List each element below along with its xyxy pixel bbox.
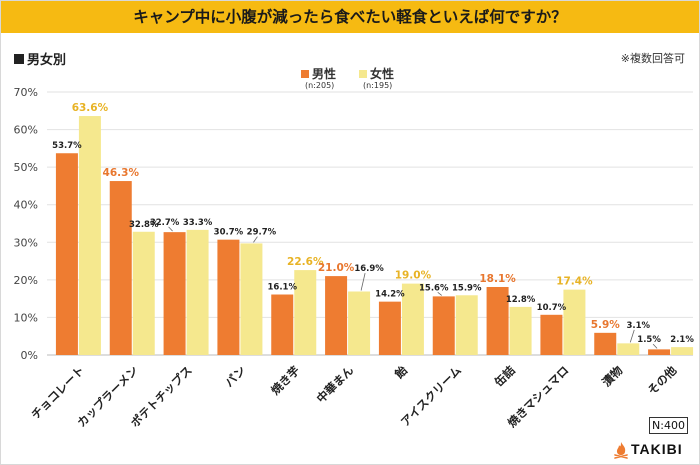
square-bullet-icon (14, 54, 24, 64)
brand-name: TAKIBI (631, 441, 683, 457)
leader-line (437, 291, 442, 296)
bar-female (132, 231, 155, 355)
y-tick-label: 60% (14, 124, 38, 137)
x-tick-label: 飴 (391, 363, 410, 382)
data-label-male: 53.7% (52, 141, 82, 151)
bar-male (486, 286, 509, 355)
bar-male (325, 276, 348, 355)
bar-female (78, 116, 101, 355)
bar-male (648, 349, 671, 355)
bar-female (671, 347, 694, 355)
bar-female (348, 291, 371, 355)
data-label-male: 16.1% (268, 283, 298, 293)
data-label-female: 2.1% (670, 335, 694, 345)
bar-male (109, 181, 132, 355)
data-label-male: 14.2% (375, 290, 405, 300)
data-label-male: 15.6% (419, 283, 449, 293)
x-tick-label: チョコレート (28, 363, 87, 422)
bar-male (378, 301, 401, 355)
legend-swatch-male (301, 70, 309, 78)
data-label-female: 12.8% (506, 295, 536, 305)
x-tick-label: 中華まん (314, 363, 357, 406)
bar-female (455, 295, 478, 355)
data-label-male: 21.0% (318, 262, 355, 274)
bar-male (163, 232, 186, 355)
multiple-answer-note: ※複数回答可 (620, 52, 685, 65)
legend-label-female: 女性 (370, 67, 395, 81)
sample-size-badge: N:400 (649, 417, 688, 434)
bar-male (271, 294, 294, 355)
data-label-female: 19.0% (395, 270, 432, 282)
data-label-male: 30.7% (214, 228, 244, 238)
x-tick-label: パン (222, 363, 249, 390)
data-label-male: 32.7% (150, 218, 180, 228)
legend: 男性 (n:205) 女性 (n:195) (301, 65, 431, 95)
data-label-male: 1.5% (637, 335, 661, 345)
data-label-female: 33.3% (183, 218, 213, 228)
legend-n-female: (n:195) (363, 81, 393, 90)
y-tick-label: 70% (14, 86, 38, 99)
data-label-female: 63.6% (72, 102, 109, 114)
x-tick-label: 焼き芋 (268, 363, 303, 398)
leader-line (168, 226, 173, 232)
bar-male (540, 314, 563, 355)
bar-female (509, 306, 532, 355)
data-label-female: 17.4% (556, 276, 593, 288)
data-label-female: 15.9% (452, 283, 482, 293)
chart-title: キャンプ中に小腹が減ったら食べたい軽食といえば何ですか？ (133, 8, 567, 26)
leader-line (253, 236, 258, 243)
data-label-female: 22.6% (287, 256, 324, 268)
bar-female (563, 289, 586, 355)
bar-female (617, 343, 640, 355)
y-tick-label: 0% (21, 349, 38, 362)
legend-label-male: 男性 (312, 67, 337, 81)
y-tick-label: 20% (14, 274, 38, 287)
legend-swatch-female (359, 70, 367, 78)
bar-female (401, 283, 424, 355)
leader-line (360, 273, 366, 291)
bar-male (217, 239, 240, 355)
breakdown-text: 男女別 (27, 53, 67, 68)
x-tick-label: その他 (645, 363, 680, 398)
y-tick-label: 40% (14, 199, 38, 212)
data-label-female: 29.7% (247, 228, 277, 238)
y-tick-label: 10% (14, 311, 38, 324)
bar-female (186, 229, 209, 355)
bar-female (240, 243, 263, 355)
flame-icon (614, 442, 628, 459)
data-label-female: 16.9% (354, 264, 384, 274)
data-label-female: 32.8% (129, 220, 159, 230)
data-label-male: 46.3% (103, 167, 140, 179)
data-label-male: 10.7% (537, 303, 567, 313)
leader-line (652, 343, 658, 349)
bar-female (294, 270, 317, 355)
bar-male (55, 153, 78, 355)
brand-logo: TAKIBI (613, 441, 693, 459)
data-label-male: 18.1% (479, 273, 516, 285)
y-tick-label: 30% (14, 236, 38, 249)
data-label-female: 3.1% (626, 321, 650, 331)
bar-male (594, 332, 617, 355)
bar-male (432, 296, 455, 355)
title-bar: キャンプ中に小腹が減ったら食べたい軽食といえば何ですか？ (1, 1, 699, 33)
x-tick-label: 缶詰 (492, 363, 519, 390)
y-tick-label: 50% (14, 161, 38, 174)
data-label-male: 5.9% (591, 319, 621, 331)
x-tick-label: 漬物 (599, 363, 626, 390)
leader-line (629, 329, 635, 343)
breakdown-label: 男女別 (14, 49, 66, 68)
legend-n-male: (n:205) (305, 81, 335, 90)
